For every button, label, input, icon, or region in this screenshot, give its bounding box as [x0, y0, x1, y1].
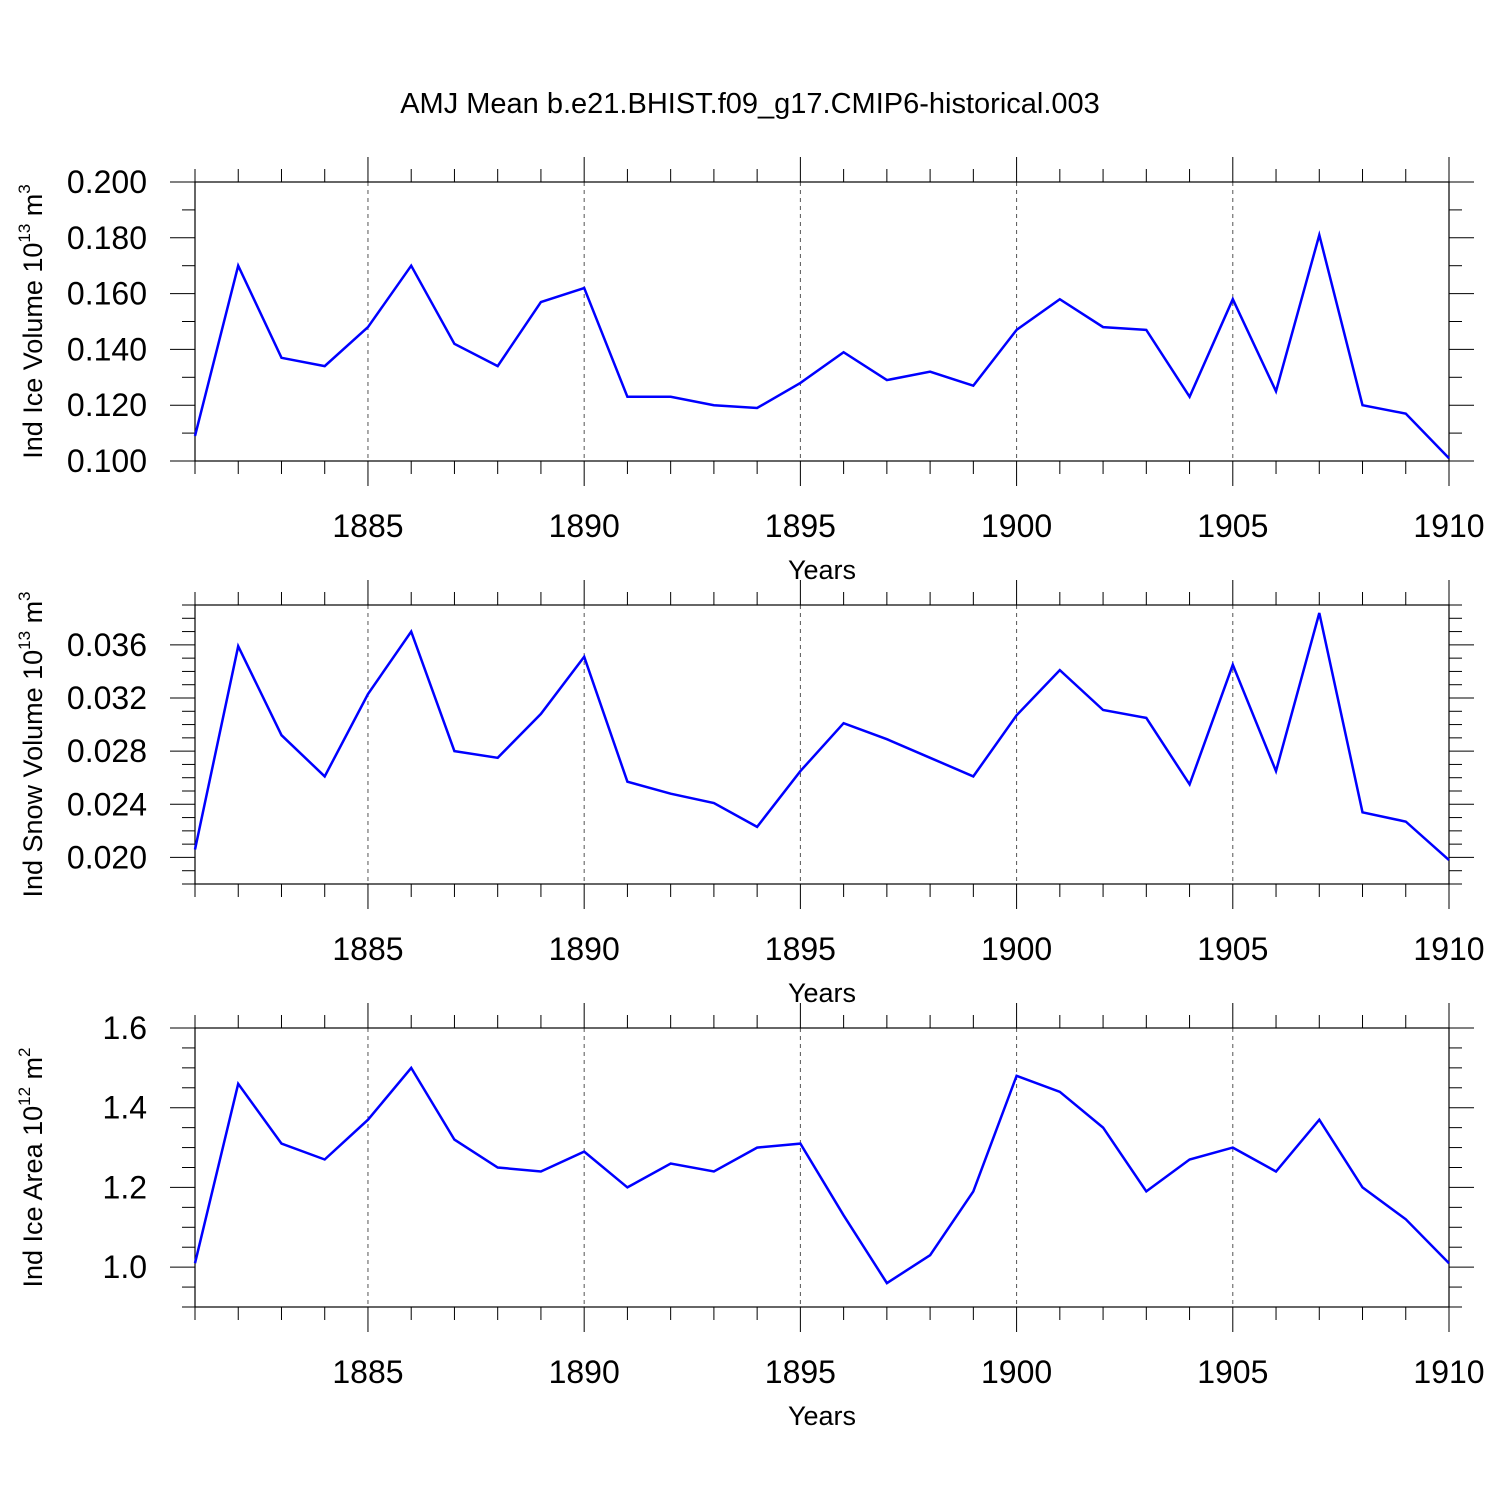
ice-area-series-line — [193, 1065, 1450, 1285]
x-tick-label: 1895 — [765, 931, 836, 967]
y-tick-label: 0.140 — [67, 331, 147, 367]
x-tick-label: 1910 — [1413, 508, 1484, 544]
x-tick-label: 1900 — [981, 931, 1052, 967]
y-tick-label: 0.036 — [67, 627, 147, 663]
x-tick-label: 1905 — [1197, 508, 1268, 544]
y-tick-label: 0.180 — [67, 220, 147, 256]
x-tick-label: 1900 — [981, 1354, 1052, 1390]
ice-volume-panel: 0.100 0.120 0.140 0.160 0.180 0.200 1885 1890 18… — [15, 157, 1485, 585]
x-tick-label: 1910 — [1413, 931, 1484, 967]
y-tick-label: 0.032 — [67, 680, 147, 716]
y-tick-label: 1.0 — [103, 1249, 147, 1285]
y-tick-label: 0.100 — [67, 443, 147, 479]
plot-frame — [194, 1027, 1450, 1308]
x-tick-label: 1895 — [765, 508, 836, 544]
x-tick-label: 1895 — [765, 1354, 836, 1390]
x-tick-label: 1890 — [549, 1354, 620, 1390]
x-axis-label: Years — [788, 1401, 856, 1431]
x-tick-label: 1905 — [1197, 931, 1268, 967]
y-tick-label: 1.4 — [103, 1090, 147, 1126]
plot-frame — [194, 604, 1450, 885]
x-tick-label: 1900 — [981, 508, 1052, 544]
y-tick-label: 0.020 — [67, 839, 147, 875]
y-tick-label: 0.120 — [67, 387, 147, 423]
ice-volume-series-line — [193, 230, 1450, 460]
plot-frame — [194, 181, 1450, 462]
snow-volume-series-line — [193, 612, 1450, 862]
y-tick-label: 0.028 — [67, 733, 147, 769]
y-axis-label: Ind Ice Area 1012 m2 — [15, 1047, 48, 1287]
x-tick-label: 1885 — [332, 508, 403, 544]
y-tick-label: 1.2 — [103, 1169, 147, 1205]
ice-area-panel: 1.0 1.2 1.4 1.6 1885 1890 1895 1900 1905 1910 Year… — [15, 1003, 1485, 1431]
x-tick-label: 1890 — [549, 931, 620, 967]
y-axis-label: Ind Snow Volume 1013 m3 — [15, 591, 48, 897]
y-tick-label: 1.6 — [103, 1010, 147, 1046]
x-tick-label: 1885 — [332, 1354, 403, 1390]
y-axis-label: Ind Ice Volume 1013 m3 — [15, 184, 48, 459]
snow-volume-panel: 0.020 0.024 0.028 0.032 0.036 1885 1890 1895 190… — [15, 580, 1485, 1008]
x-tick-label: 1890 — [549, 508, 620, 544]
x-axis-label: Years — [788, 555, 856, 585]
chart-title: AMJ Mean b.e21.BHIST.f09_g17.CMIP6-histo… — [400, 88, 1100, 120]
x-tick-label: 1905 — [1197, 1354, 1268, 1390]
y-tick-label: 0.200 — [67, 164, 147, 200]
y-tick-label: 0.024 — [67, 786, 147, 822]
x-axis-label: Years — [788, 978, 856, 1008]
y-tick-label: 0.160 — [67, 276, 147, 312]
x-tick-label: 1885 — [332, 931, 403, 967]
x-tick-label: 1910 — [1413, 1354, 1484, 1390]
